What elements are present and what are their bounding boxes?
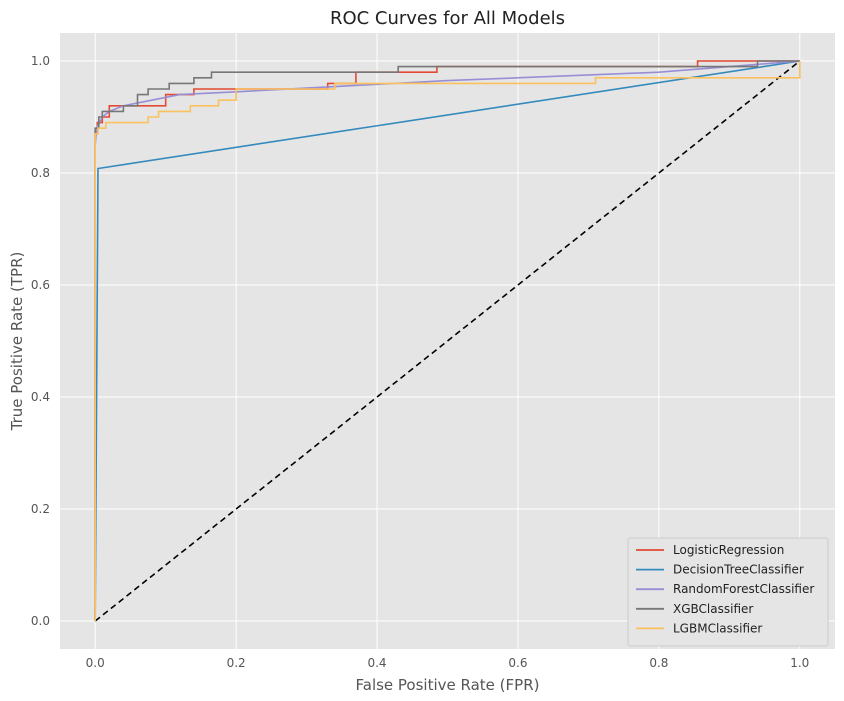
y-tick-label: 0.4 xyxy=(31,390,50,404)
series-line-randomforestclassifier xyxy=(94,60,800,621)
x-axis-label: False Positive Rate (FPR) xyxy=(356,676,540,694)
legend-entry: RandomForestClassifier xyxy=(673,582,814,596)
legend-entry: LGBMClassifier xyxy=(673,621,762,635)
x-tick-label: 0.4 xyxy=(367,656,386,670)
legend-box xyxy=(627,537,829,647)
x-tick-label: 0.6 xyxy=(508,656,527,670)
chart-title: ROC Curves for All Models xyxy=(330,8,565,29)
series-line-lgbmclassifier xyxy=(94,61,801,621)
y-axis-label: True Positive Rate (TPR) xyxy=(8,252,26,432)
series-line-decisiontreeclassifier xyxy=(94,60,800,622)
y-tick-label: 0.0 xyxy=(31,614,50,628)
grid xyxy=(60,33,835,649)
x-tick-label: 1.0 xyxy=(790,656,809,670)
y-tick-label: 1.0 xyxy=(31,54,50,68)
legend: LogisticRegression DecisionTreeClassifier… xyxy=(627,537,829,647)
legend-entry: LogisticRegression xyxy=(673,543,784,557)
y-tick-label: 0.8 xyxy=(31,166,50,180)
series-layer xyxy=(94,60,801,622)
y-tick-label: 0.6 xyxy=(31,278,50,292)
y-tick-label: 0.2 xyxy=(31,502,50,516)
x-tick-label: 0.0 xyxy=(86,656,105,670)
series-line-xgbclassifier xyxy=(94,60,800,621)
x-tick-label: 0.8 xyxy=(649,656,668,670)
x-tick-labels: 0.0 0.2 0.4 0.6 0.8 1.0 xyxy=(86,656,810,670)
y-tick-labels: 0.0 0.2 0.4 0.6 0.8 1.0 xyxy=(31,54,50,628)
legend-entry: XGBClassifier xyxy=(673,602,753,616)
x-tick-label: 0.2 xyxy=(227,656,246,670)
legend-entry: DecisionTreeClassifier xyxy=(673,563,804,577)
